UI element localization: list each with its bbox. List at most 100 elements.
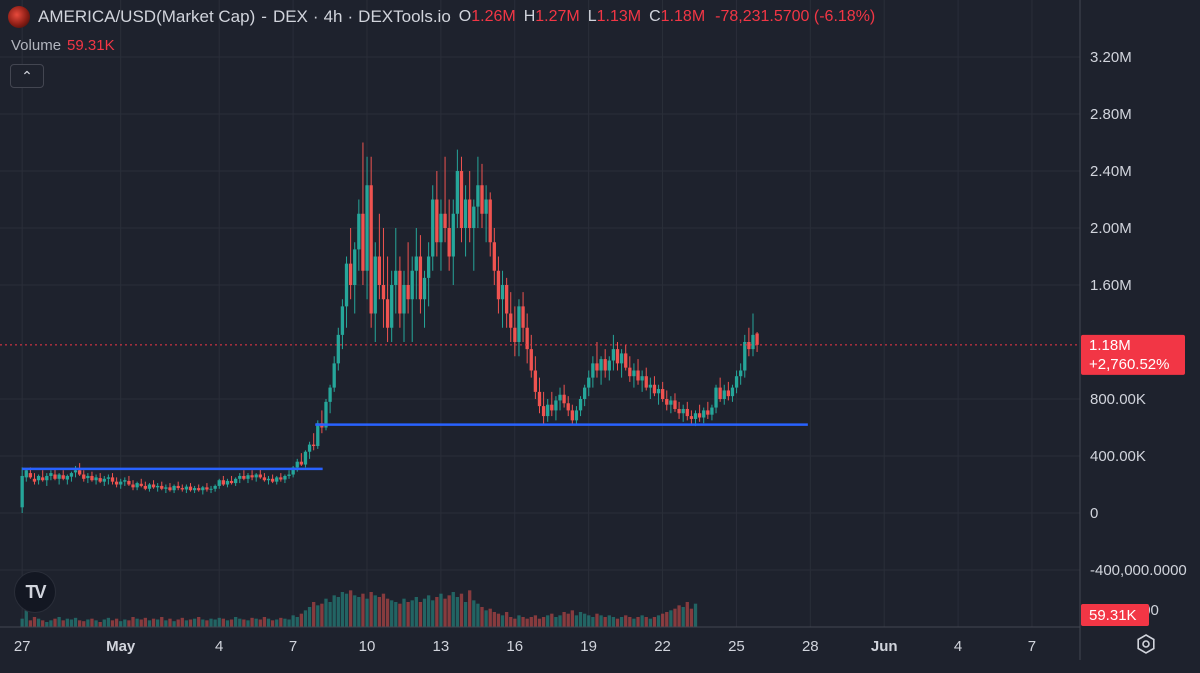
- candle: [706, 401, 710, 419]
- candle: [615, 342, 620, 371]
- volume-bar: [418, 602, 423, 627]
- volume-bar: [661, 613, 665, 627]
- volume-bar: [139, 619, 143, 627]
- candle-body: [291, 467, 295, 475]
- candle: [86, 473, 90, 484]
- candle: [65, 474, 69, 485]
- candle-body: [632, 370, 636, 377]
- volume-bar: [574, 615, 579, 627]
- candle: [279, 473, 283, 482]
- candle: [484, 185, 488, 243]
- time-axis[interactable]: 27 May 4 7 10 13 16 19 22 25 28 Jun 4 7: [14, 638, 1036, 655]
- open-value: 1.26M: [471, 8, 516, 25]
- candle: [254, 473, 258, 482]
- header-separator: ·: [347, 7, 354, 26]
- volume-bar: [541, 617, 546, 627]
- x-tick-label: 27: [14, 638, 31, 655]
- y-tick-label: 800.00K: [1090, 391, 1146, 408]
- candle-body: [36, 475, 41, 481]
- token-logo-icon: [8, 6, 30, 28]
- candle: [426, 242, 431, 307]
- candle-body: [443, 213, 447, 228]
- candle: [192, 485, 197, 494]
- tradingview-logo-icon[interactable]: TV: [14, 571, 56, 613]
- candle-body: [644, 376, 648, 388]
- candle: [431, 185, 435, 271]
- candle-body: [369, 185, 373, 314]
- volume-bar: [303, 610, 308, 627]
- volume-bar: [258, 619, 262, 627]
- header-dash: -: [261, 7, 267, 26]
- candle: [517, 299, 521, 357]
- volume-bar: [127, 620, 131, 627]
- candle-body: [143, 485, 147, 489]
- volume-bar: [599, 615, 603, 627]
- candle: [114, 477, 119, 488]
- volume-bar: [624, 615, 628, 627]
- volume-bar: [607, 615, 611, 627]
- symbol-title[interactable]: AMERICA/USD(Market Cap): [38, 7, 256, 26]
- volume-badge-label: 59.31K: [1089, 607, 1137, 624]
- candle: [127, 475, 131, 486]
- candle-body: [566, 403, 570, 411]
- volume-bar: [344, 593, 349, 627]
- collapse-legend-button[interactable]: ⌃: [10, 64, 44, 88]
- candle-body: [755, 333, 759, 345]
- high-value: 1.27M: [535, 8, 580, 25]
- candle-body: [517, 306, 521, 342]
- volume-bar: [147, 620, 152, 627]
- volume-bar: [299, 613, 304, 627]
- candle: [468, 171, 472, 243]
- candle-body: [201, 487, 205, 491]
- candlesticks: [20, 142, 759, 513]
- candle-body: [106, 477, 111, 479]
- volume-bar: [390, 600, 394, 627]
- candle: [504, 277, 509, 328]
- candle-body: [114, 481, 119, 485]
- volume-bar: [652, 617, 657, 627]
- x-tick-label: 25: [728, 638, 745, 655]
- candle-body: [743, 342, 747, 371]
- candle-body: [677, 408, 681, 414]
- candle: [90, 471, 94, 482]
- candle-body: [172, 485, 176, 491]
- volume-bar: [517, 615, 521, 627]
- candle-body: [714, 387, 718, 408]
- volume-bar: [82, 621, 86, 627]
- candle: [422, 270, 427, 328]
- volume-bar: [385, 598, 390, 627]
- candle: [238, 473, 242, 484]
- candle: [385, 256, 390, 342]
- y-tick-label: 1.60M: [1090, 277, 1132, 294]
- volume-bar: [381, 593, 386, 627]
- candle: [365, 156, 369, 300]
- volume-bar: [156, 619, 160, 627]
- candle-body: [570, 410, 574, 421]
- candle: [533, 356, 538, 399]
- candle: [702, 407, 706, 424]
- candle-body: [266, 478, 271, 481]
- candle: [525, 313, 529, 364]
- settings-gear-icon[interactable]: [1135, 633, 1157, 655]
- candle: [578, 396, 583, 417]
- candle: [242, 470, 246, 481]
- volume-bar: [348, 590, 353, 627]
- volume-bar: [648, 618, 652, 627]
- price-axis[interactable]: 3.20M 2.80M 2.40M 2.00M 1.60M 800.00K 400.00K 0…: [1090, 49, 1187, 579]
- candle: [180, 484, 184, 492]
- candle-body: [546, 404, 550, 417]
- candle: [439, 199, 443, 271]
- candle-body: [702, 410, 706, 418]
- candle-body: [328, 387, 332, 402]
- candle-body: [332, 363, 336, 388]
- candle: [607, 356, 611, 381]
- candle-body: [246, 475, 250, 479]
- volume-bar: [689, 608, 694, 627]
- candle: [188, 483, 193, 492]
- candle-body: [603, 359, 607, 371]
- candle-body: [377, 256, 382, 285]
- candle: [447, 199, 451, 271]
- candle: [656, 384, 661, 405]
- volume-bar: [45, 622, 49, 627]
